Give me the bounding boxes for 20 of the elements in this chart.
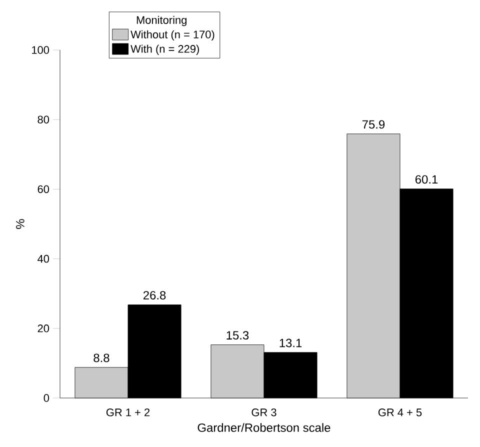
x-axis-title: Gardner/Robertson scale	[198, 423, 330, 432]
x-tick-label: GR 1 + 2	[106, 408, 150, 416]
legend-label: Without (n = 170)	[130, 30, 214, 41]
data-label: 8.8	[94, 354, 110, 362]
y-tick-label: 100	[32, 46, 50, 54]
legend-title: Monitoring	[136, 16, 186, 26]
y-axis-title: %	[16, 219, 24, 229]
data-label: 13.1	[280, 338, 302, 348]
data-label: 75.9	[362, 120, 385, 129]
x-tick-label: GR 4 + 5	[378, 408, 422, 416]
y-tick-label: 20	[38, 324, 50, 332]
y-tick-label: 60	[38, 185, 50, 194]
x-tick-label: GR 3	[252, 408, 276, 416]
data-label: 15.3	[226, 331, 249, 340]
y-tick-label: 40	[38, 254, 50, 263]
data-label: 26.8	[143, 291, 166, 300]
y-tick-label: 80	[38, 116, 50, 124]
data-label: 60.1	[416, 175, 438, 184]
y-tick-label: 0	[44, 394, 50, 402]
legend-label: With (n = 229)	[130, 44, 199, 55]
